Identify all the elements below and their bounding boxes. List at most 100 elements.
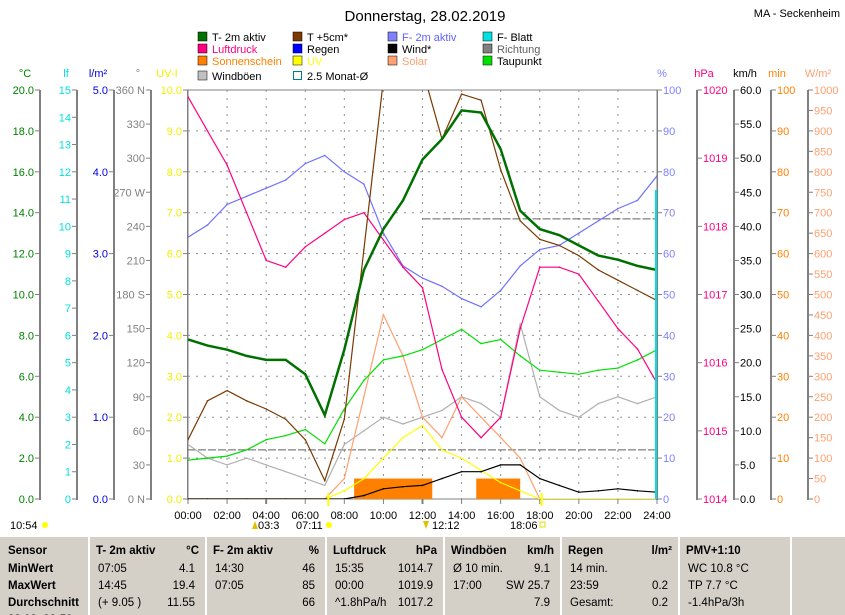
data-point	[519, 490, 522, 492]
axis-tick-label: 10	[59, 221, 71, 233]
axis-tick-label: 30.0	[740, 290, 761, 302]
data-point	[304, 428, 307, 431]
data-point	[519, 220, 522, 222]
x-axis: 00:00 02:00 04:00 06:00 08:00 10:00 12:00 14:00…	[174, 493, 671, 522]
table-column-divider	[678, 537, 680, 615]
axis-unit: min	[768, 68, 786, 80]
data-point	[460, 470, 463, 473]
data-point	[636, 265, 639, 267]
data-point	[343, 348, 346, 351]
data-point	[402, 266, 404, 269]
sunrise-time: 07:11	[296, 520, 323, 532]
data-point	[538, 369, 541, 371]
table-cell: 14:30	[215, 563, 244, 575]
data-point	[636, 199, 639, 202]
data-point	[304, 245, 307, 248]
legend-swatch	[292, 55, 303, 66]
axis-tick-label: 10.0	[740, 426, 761, 438]
data-point	[480, 470, 482, 473]
axis-tick-label: 11	[60, 194, 71, 206]
table-cell-value: 9.1	[534, 563, 550, 575]
data-point	[636, 490, 639, 492]
axis-tick-label: 35.0	[740, 255, 761, 267]
data-point	[226, 389, 228, 392]
table-cell-value: 1019.9	[397, 580, 433, 592]
data-point	[188, 96, 189, 98]
axis-tick-label: 5.0	[167, 290, 182, 302]
data-point	[499, 289, 502, 292]
data-point	[363, 395, 365, 398]
x-tick-label: 02:00	[213, 510, 241, 522]
axis-tick-label: 70	[777, 208, 789, 220]
data-point	[480, 436, 482, 439]
data-point	[363, 430, 365, 432]
data-point	[421, 424, 424, 427]
axis-tick-label: 90	[663, 126, 675, 138]
legend-swatch	[482, 55, 493, 66]
data-point	[402, 423, 404, 425]
data-point	[597, 369, 600, 371]
data-point	[460, 457, 463, 459]
sunset-icon	[539, 521, 546, 528]
data-point	[363, 269, 365, 271]
data-point	[460, 328, 463, 331]
moonrise-icon	[252, 521, 258, 529]
data-point	[284, 359, 287, 361]
axis-tick-label: 50	[663, 290, 675, 302]
axis-tick-label: 14	[59, 112, 71, 124]
legend-label: Wind*	[402, 44, 432, 56]
axis-tick-label: 20.0	[13, 85, 34, 97]
axis-tick-label: 1.0	[93, 412, 108, 424]
table-header: T- 2m aktiv	[96, 545, 156, 557]
sun-icon	[42, 522, 48, 528]
data-point	[597, 490, 600, 492]
axis-tick-label: 1015	[703, 426, 727, 438]
data-point	[265, 408, 267, 410]
axis-tick-label: 10	[663, 453, 675, 465]
table-cell: 15:35	[335, 563, 364, 575]
axis-tick-label: 0	[663, 494, 669, 506]
station-name: MA - Seckenheim	[754, 8, 840, 20]
data-point	[636, 289, 639, 292]
table-cell-value: 11.55	[167, 597, 195, 609]
x-tick-label: 00:00	[174, 510, 202, 522]
data-point	[323, 232, 326, 234]
table-cell-value: 1014.7	[397, 563, 433, 575]
data-point	[597, 254, 600, 257]
axis-tick-label: 0.0	[19, 494, 34, 506]
axis-tick-label: 700	[814, 208, 832, 220]
data-point	[597, 300, 600, 303]
legend-label: UV	[307, 56, 323, 68]
axis-tick-label: 0	[777, 494, 783, 506]
data-point	[519, 209, 522, 212]
data-point	[323, 498, 326, 499]
axis-tick-label: 70	[663, 208, 675, 220]
table-cell-value: 46	[302, 563, 315, 575]
x-tick-label: 18:00	[526, 510, 554, 522]
data-point	[617, 279, 619, 281]
legend-label: Windböen	[212, 71, 262, 83]
data-point	[499, 148, 502, 151]
data-point	[402, 436, 404, 439]
table-cell: 00:00	[335, 580, 364, 592]
axis-tick-label: 0.0	[740, 494, 755, 506]
sunset-time: 18:06	[510, 520, 538, 532]
data-point	[636, 498, 639, 499]
table-cell: 07:05	[215, 580, 244, 592]
data-point	[538, 395, 541, 398]
data-point	[578, 416, 580, 419]
axis-tick-label: 50	[777, 290, 789, 302]
data-point	[284, 498, 287, 499]
axis-tick-label: 240	[127, 221, 145, 233]
axis-tick-label: 7.0	[167, 208, 182, 220]
axis-tick-label: 300	[814, 371, 832, 383]
data-point	[383, 79, 385, 81]
data-point	[206, 457, 209, 459]
axis-tick-label: 3	[65, 412, 71, 424]
data-point	[460, 109, 463, 112]
axis-tick-label: 30	[133, 460, 145, 472]
data-point	[441, 477, 443, 480]
x-tick-label: 04:00	[252, 510, 280, 522]
table-header-unit: °C	[186, 545, 199, 557]
axis-tick-label: 0 N	[128, 494, 145, 506]
